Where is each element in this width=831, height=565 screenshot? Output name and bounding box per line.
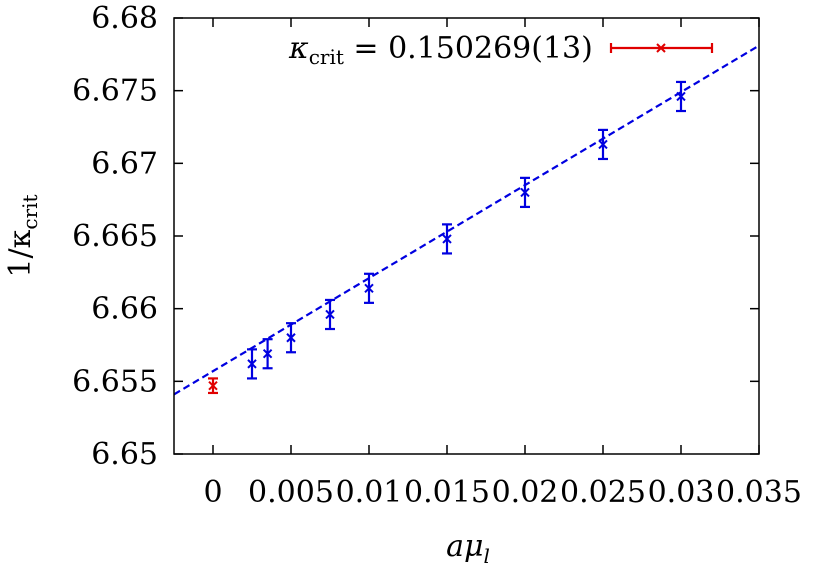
extrapolated-point: [208, 377, 218, 395]
marker-b: [208, 380, 218, 391]
legend-sample: [609, 43, 714, 53]
x-tick-label: 0.005: [248, 475, 334, 510]
legend-subscript: crit: [309, 45, 344, 69]
y-axis-label-main: 1/κ: [3, 229, 38, 277]
legend-marker-b: [656, 43, 666, 53]
data-point: [598, 128, 608, 161]
y-tick-label: 6.67: [91, 146, 158, 181]
fit-line: [174, 44, 759, 396]
x-tick-label: 0.035: [716, 475, 802, 510]
marker-b: [364, 283, 374, 294]
y-tick-label: 6.655: [72, 364, 158, 399]
data-point: [364, 272, 374, 304]
marker-b: [325, 309, 335, 320]
plot-frame: [173, 17, 760, 455]
data-point: [676, 80, 686, 113]
y-tick-label: 6.675: [72, 74, 158, 109]
data-point: [442, 223, 452, 255]
y-tick-label: 6.65: [91, 437, 158, 472]
marker-b: [442, 234, 452, 244]
legend: κcrit = 0.150269(13): [288, 31, 714, 69]
marker-b: [676, 91, 686, 102]
marker-b: [520, 187, 530, 198]
x-tick-label: 0: [203, 475, 222, 510]
legend-value: = 0.150269(13): [344, 31, 593, 66]
x-tick-label: 0.03: [648, 475, 715, 510]
x-tick-label: 0.025: [560, 475, 646, 510]
y-tick-label: 6.665: [72, 219, 158, 254]
y-axis-label: 1/κcrit: [3, 194, 42, 277]
y-tick-label: 6.68: [91, 1, 158, 36]
y-tick-label: 6.66: [91, 292, 158, 327]
data-point: [325, 298, 335, 331]
axes: 0 0.005 0.01 0.015 0.02 0.025 0.03 0.035 6.65 6.6…: [72, 1, 802, 510]
x-axis-label: aμl: [446, 529, 490, 565]
x-axis-label-sub: l: [483, 544, 489, 565]
marker-b: [262, 349, 273, 359]
x-tick-label: 0.015: [404, 475, 490, 510]
data-point: [262, 338, 273, 370]
x-tick-label: 0.01: [336, 475, 403, 510]
legend-kappa: κ: [288, 31, 309, 66]
legend-label: κcrit = 0.150269(13): [288, 31, 593, 69]
marker-b: [598, 139, 608, 150]
data-point: [520, 176, 530, 209]
y-axis-label-sub: crit: [18, 194, 42, 229]
marker-b: [286, 333, 296, 343]
x-axis-label-main: aμ: [446, 529, 483, 564]
plot-marks: [174, 44, 759, 396]
axis-labels: aμl 1/κcrit: [3, 194, 490, 565]
x-tick-label: 0.02: [492, 475, 559, 510]
data-point: [247, 348, 257, 380]
marker-b: [247, 359, 257, 369]
data-point: [286, 322, 296, 354]
